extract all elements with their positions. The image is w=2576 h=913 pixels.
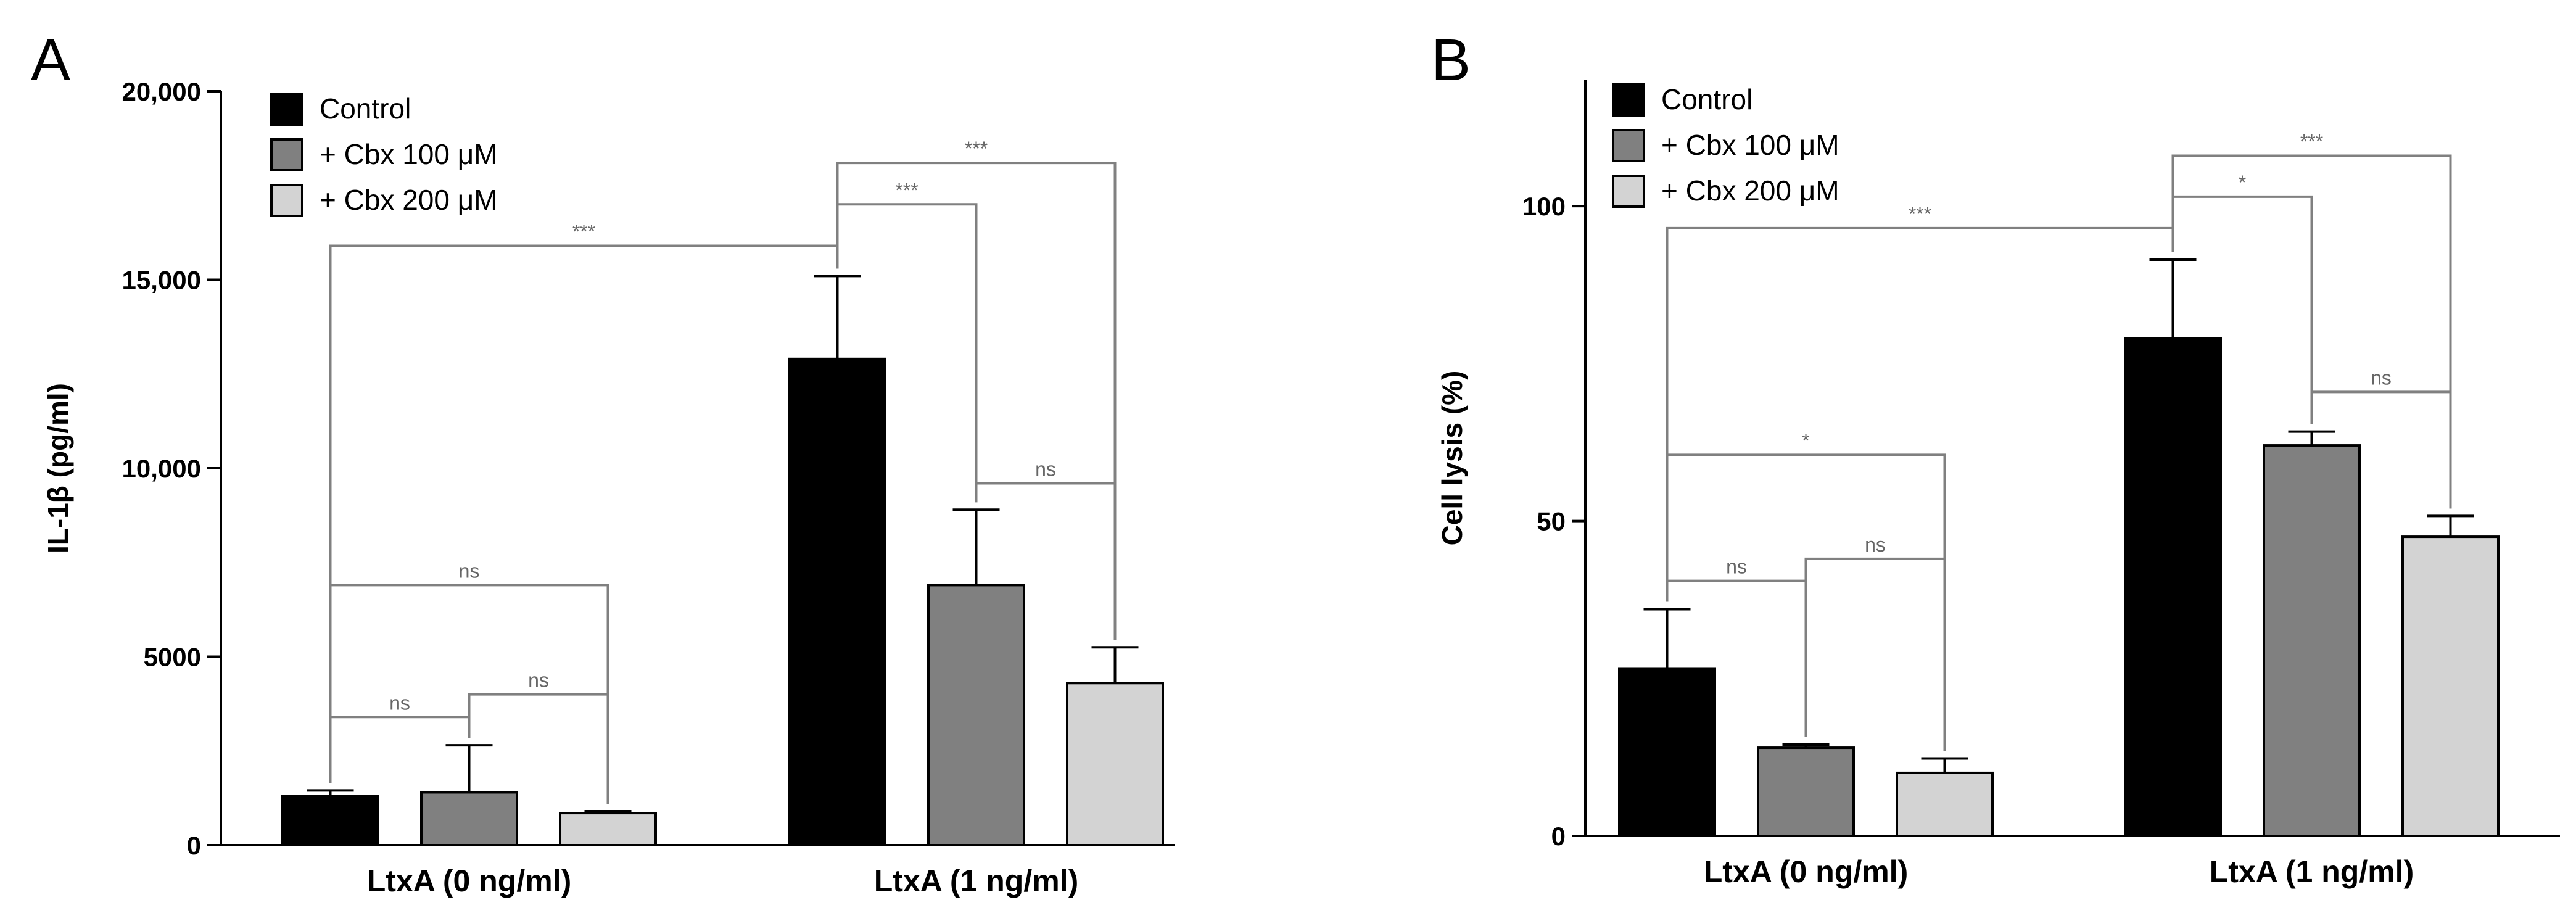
panel-b-legend-label: Control: [1661, 83, 1752, 115]
panel-b-significance-label: *: [2239, 171, 2246, 194]
panel-a-bar: [788, 357, 886, 846]
panel-b-bar: [1618, 667, 1716, 837]
panel-a-y-tick-label: 15,000: [122, 266, 201, 295]
panel-b-significance-label: ***: [1909, 203, 1931, 225]
panel-a-y-tick-label: 20,000: [122, 77, 201, 106]
panel-b-y-axis-label: Cell lysis (%): [1436, 371, 1468, 546]
panel-b-bar: [1757, 746, 1855, 838]
panel-a-category-label: LtxA (1 ng/ml): [874, 864, 1078, 898]
panel-b-category-label: LtxA (0 ng/ml): [1704, 854, 1908, 889]
panel-b-y-tick-label: 0: [1551, 822, 1566, 851]
panel-a-significance-bracket: [836, 162, 1117, 640]
panel-b-bar: [1896, 771, 1994, 837]
panel-b-bar: [2263, 444, 2361, 837]
panel-a-bar: [559, 812, 657, 846]
panel-b-significance-bracket: [1804, 557, 1946, 751]
panel-b-letter: B: [1431, 27, 1471, 93]
panel-b-legend-swatch: [1612, 83, 1645, 117]
panel-a-significance-label: ***: [895, 179, 918, 201]
panel-a-legend-label: + Cbx 100 μM: [320, 138, 498, 170]
panel-a-y-tick-label: 10,000: [122, 454, 201, 483]
panel-b-bar: [2401, 535, 2500, 838]
panel-a-y-axis-label: IL-1β (pg/ml): [42, 383, 74, 553]
panel-b-legend-swatch: [1612, 129, 1645, 162]
panel-a-y-tick-label: 5000: [144, 643, 201, 672]
panel-a-bar: [1066, 682, 1164, 847]
panel-a-chart: A 0 5000 10,000 15,000 20,000 IL-1β (pg/ml) Ltx…: [31, 27, 1175, 898]
panel-a-significance-bracket: [468, 693, 609, 804]
panel-b-legend-label: + Cbx 100 μM: [1661, 129, 1839, 161]
panel-b-legend-label: + Cbx 200 μM: [1661, 175, 1839, 207]
panel-a-legend-label: Control: [320, 93, 411, 125]
panel-b-category-label: LtxA (1 ng/ml): [2210, 854, 2414, 889]
panel-a-significance-label: ns: [459, 560, 480, 582]
panel-b-significance-bracket: [1666, 226, 2174, 602]
panel-a-significance-label: ***: [572, 221, 595, 243]
panel-a-significance-bracket: [329, 716, 471, 783]
panel-a-legend-label: + Cbx 200 μM: [320, 184, 498, 216]
panel-a-legend-swatch: [270, 93, 303, 126]
panel-a-category-label: LtxA (0 ng/ml): [367, 864, 571, 898]
panel-a-legend-swatch: [270, 184, 303, 217]
panel-a-bar: [420, 791, 518, 846]
panel-a-bar: [281, 795, 379, 846]
panel-b-y-tick-label: 50: [1537, 507, 1566, 536]
panel-b-significance-label: ns: [1726, 556, 1747, 578]
panel-a-significance-label: ***: [965, 138, 988, 160]
panel-a-y-tick-label: 0: [187, 831, 201, 860]
panel-a-significance-label: ns: [1035, 458, 1056, 480]
panel-b-significance-bracket: [2171, 154, 2452, 509]
panel-b-significance-label: *: [1802, 429, 1809, 452]
panel-a-legend-swatch: [270, 138, 303, 171]
panel-b-chart: B 0 50 100 Cell lysis (%) LtxA (0 ng/ml) LtxA …: [1431, 27, 2560, 889]
panel-a-letter: A: [31, 27, 70, 93]
panel-b-bar: [2124, 337, 2222, 837]
panel-a-significance-label: ns: [389, 692, 410, 714]
panel-a-significance-label: ns: [528, 669, 549, 692]
panel-b-significance-label: ***: [2300, 131, 2323, 153]
panel-b-y-tick-label: 100: [1522, 192, 1566, 221]
panel-b-legend-swatch: [1612, 175, 1645, 208]
panel-b-significance-label: ns: [2371, 366, 2392, 389]
panel-a-bar: [927, 584, 1025, 846]
panel-b-significance-label: ns: [1865, 534, 1886, 556]
